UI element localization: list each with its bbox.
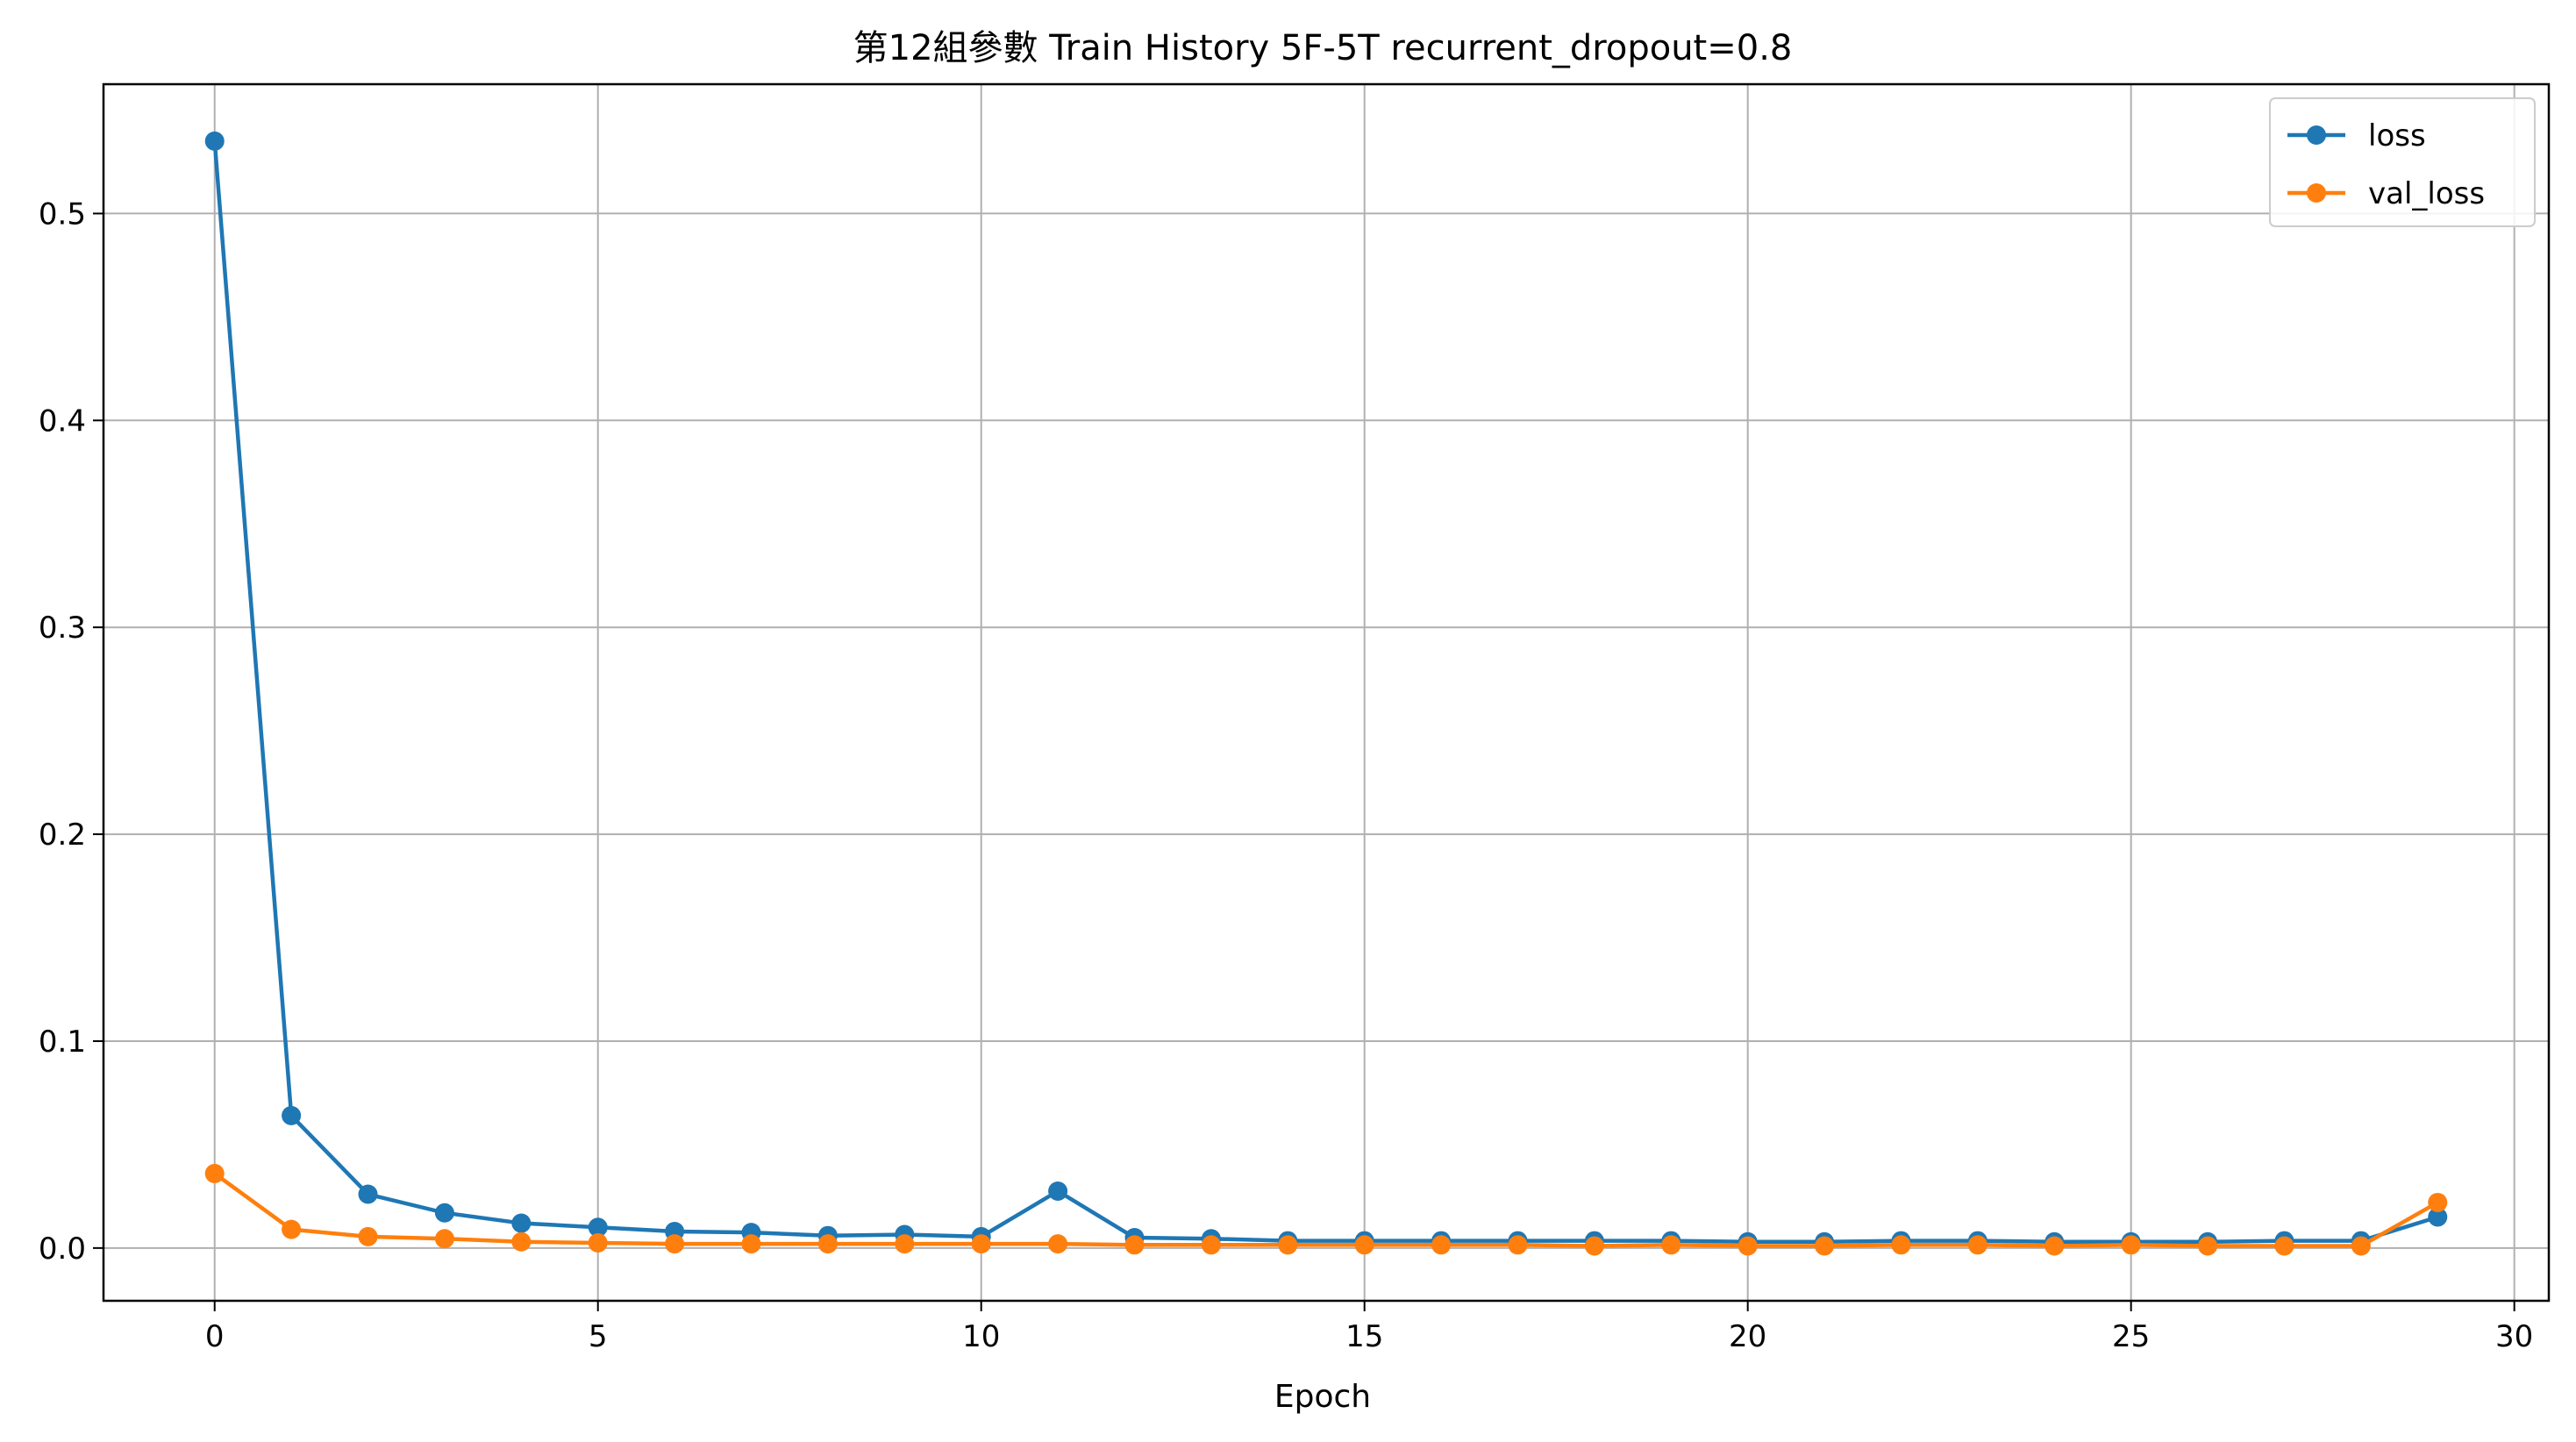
legend: loss val_loss — [2269, 97, 2536, 227]
data-point — [817, 1234, 838, 1254]
data-point — [358, 1184, 378, 1204]
data-point — [2121, 1235, 2141, 1255]
data-point — [1354, 1235, 1374, 1255]
data-point — [511, 1231, 532, 1252]
data-point — [1584, 1236, 1604, 1256]
axis-ticks: 0 5 10 15 20 25 30 0.0 0.1 0.2 0.3 0.4 0.5 — [39, 196, 2533, 1354]
chart-title: 第12組參數 Train History 5F-5T recurrent_dro… — [853, 28, 1793, 68]
data-point — [282, 1105, 302, 1125]
data-point — [282, 1219, 302, 1239]
data-point — [204, 1163, 225, 1183]
data-point — [1201, 1235, 1221, 1255]
plot-frame — [102, 82, 2551, 1303]
data-point — [895, 1234, 915, 1254]
data-point — [2274, 1236, 2294, 1256]
y-tick-label: 0.0 — [39, 1231, 86, 1267]
data-point — [511, 1213, 532, 1233]
legend-label: val_loss — [2368, 176, 2485, 211]
data-point — [1967, 1235, 1987, 1255]
x-tick-label: 20 — [1729, 1319, 1766, 1354]
data-point — [204, 131, 225, 151]
data-point — [1048, 1234, 1068, 1254]
data-point — [588, 1232, 608, 1253]
x-tick-label: 25 — [2112, 1319, 2150, 1354]
data-point — [2351, 1236, 2371, 1256]
x-axis-label: Epoch — [1274, 1379, 1371, 1415]
data-point — [1278, 1235, 1298, 1255]
x-tick-label: 15 — [1345, 1319, 1383, 1354]
legend-marker — [2307, 125, 2326, 145]
grid-lines — [103, 84, 2549, 1301]
series-layer — [204, 131, 2448, 1256]
data-point — [2428, 1207, 2448, 1227]
y-tick-label: 0.4 — [39, 403, 86, 439]
data-point — [741, 1234, 761, 1254]
x-tick-label: 10 — [962, 1319, 1000, 1354]
data-point — [2428, 1192, 2448, 1212]
y-tick-label: 0.3 — [39, 610, 86, 646]
data-point — [1891, 1235, 1911, 1255]
series-line — [212, 140, 2438, 1245]
data-point — [588, 1217, 608, 1238]
legend-item-val_loss: val_loss — [2287, 176, 2485, 211]
data-point — [1048, 1181, 1068, 1201]
y-tick-label: 0.2 — [39, 817, 86, 853]
data-point — [1815, 1236, 1835, 1256]
data-point — [2044, 1236, 2065, 1256]
x-tick-label: 0 — [205, 1319, 225, 1354]
data-point — [665, 1234, 685, 1254]
x-tick-label: 5 — [589, 1319, 608, 1354]
legend-marker — [2307, 183, 2326, 203]
y-tick-label: 0.5 — [39, 196, 86, 232]
data-point — [1661, 1235, 1681, 1255]
data-point — [1124, 1235, 1145, 1255]
data-point — [434, 1203, 454, 1223]
legend-item-loss: loss — [2287, 118, 2426, 153]
data-point — [1738, 1236, 1758, 1256]
data-point — [971, 1234, 991, 1254]
series-val_loss — [204, 1163, 2448, 1256]
data-point — [2198, 1236, 2218, 1256]
data-point — [434, 1229, 454, 1249]
series-loss — [204, 131, 2448, 1252]
legend-label: loss — [2368, 118, 2426, 153]
data-point — [1431, 1235, 1452, 1255]
data-point — [1508, 1235, 1528, 1255]
y-tick-label: 0.1 — [39, 1024, 86, 1060]
data-point — [358, 1226, 378, 1246]
series-line — [213, 1172, 2439, 1248]
x-tick-label: 30 — [2495, 1319, 2533, 1354]
